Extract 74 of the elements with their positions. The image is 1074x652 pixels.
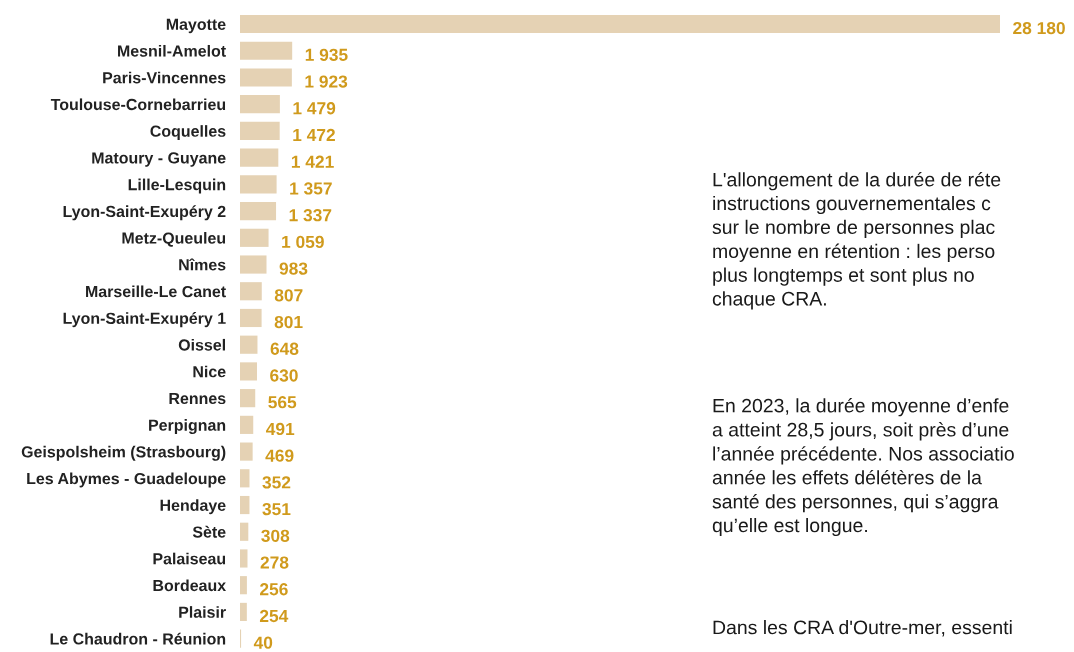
annotation: L'allongement de la durée de réte instructions gouvernementales c sur le nombre de personnes plac moyenne en rétention : les perso plus longtemps et sont plus no chaque CRA. (712, 172, 1001, 310)
bar (240, 148, 279, 167)
y-tick-label: Les Abymes - Guadeloupe (27, 472, 226, 488)
annotation: Dans les CRA d'Outre-mer, essenti (713, 620, 1012, 637)
y-tick-label: Metz-Queuleu (122, 232, 226, 247)
bar (240, 68, 292, 87)
data-label: 254 (259, 609, 289, 623)
bar (240, 362, 257, 381)
data-label: 1 479 (293, 102, 336, 115)
y-tick-label: Coquelles (150, 125, 226, 141)
bar (240, 469, 250, 488)
data-label: 352 (262, 476, 291, 489)
bar (240, 175, 277, 194)
data-label: 565 (268, 396, 297, 409)
bar (240, 95, 280, 114)
y-tick-label: Geispolsheim (Strasbourg) (21, 445, 226, 461)
data-label: 278 (260, 556, 289, 569)
y-tick-label: Lyon-Saint-Exupéry 1 (63, 312, 226, 328)
y-tick-label: Nîmes (179, 258, 226, 271)
y-tick-label: Rennes (169, 392, 226, 405)
y-tick-label: Bordeaux (153, 579, 226, 592)
data-label: 1 472 (293, 128, 335, 141)
y-tick-label: Toulouse-Cornebarrieu (50, 98, 226, 111)
y-tick-label: Paris-Vincennes (103, 71, 226, 84)
y-tick-label: Oissel (178, 338, 225, 351)
data-label: 630 (270, 369, 298, 382)
data-label: 1 059 (282, 235, 324, 249)
bar (240, 415, 254, 434)
bar (240, 14, 1000, 34)
bar (240, 228, 269, 247)
bar (240, 522, 249, 541)
bar (240, 495, 250, 515)
data-label: 801 (274, 315, 303, 329)
bar (240, 442, 253, 461)
data-label: 469 (265, 449, 294, 462)
bar (240, 549, 248, 568)
y-tick-label: Lyon-Saint-Exupéry 2 (63, 205, 226, 221)
bar (240, 389, 256, 408)
data-label: 1 421 (291, 155, 334, 168)
bar (240, 576, 247, 595)
bar (240, 335, 258, 354)
y-tick-label: Lille-Lesquin (128, 178, 226, 194)
data-label: 256 (260, 583, 288, 596)
data-label: 1 337 (289, 209, 332, 222)
data-label: 351 (262, 502, 291, 516)
y-tick-label: Plaisir (179, 606, 226, 618)
data-label: 1 357 (290, 182, 332, 195)
y-tick-label: Nice (193, 365, 226, 378)
y-tick-label: Marseille-Le Canet (86, 285, 226, 298)
bar (240, 41, 293, 60)
y-tick-label: Matoury - Guyane (92, 152, 226, 167)
data-label: 28 180 (1013, 21, 1065, 35)
bar (240, 121, 280, 141)
data-label: 308 (261, 529, 290, 542)
data-label: 40 (253, 636, 273, 649)
y-tick-label: Hendaye (160, 499, 226, 515)
y-tick-label: Perpignan (149, 419, 226, 435)
bar (240, 282, 262, 301)
data-label: 983 (279, 262, 308, 275)
bar (240, 308, 262, 328)
data-label: 1 935 (305, 48, 348, 61)
data-label: 491 (266, 422, 295, 436)
y-tick-label: Palaiseau (153, 552, 226, 565)
bar (240, 255, 267, 274)
annotation: En 2023, la durée moyenne d’enfe a atteint 28,5 jours, soit près d’une l’année précédente. Nos associatio année les effets délétères de la santé des personnes, qui s’aggra qu’elle est longue. (712, 398, 1014, 537)
y-tick-label: Le Chaudron - Réunion (50, 632, 226, 645)
bar (240, 202, 277, 221)
data-label: 1 923 (305, 75, 348, 88)
y-tick-label: Mesnil-Amelot (118, 44, 226, 57)
y-tick-label: Sète (192, 525, 226, 538)
bar (240, 602, 247, 621)
data-label: 648 (270, 342, 299, 355)
data-label: 807 (274, 289, 303, 302)
y-tick-label: Mayotte (166, 18, 226, 34)
